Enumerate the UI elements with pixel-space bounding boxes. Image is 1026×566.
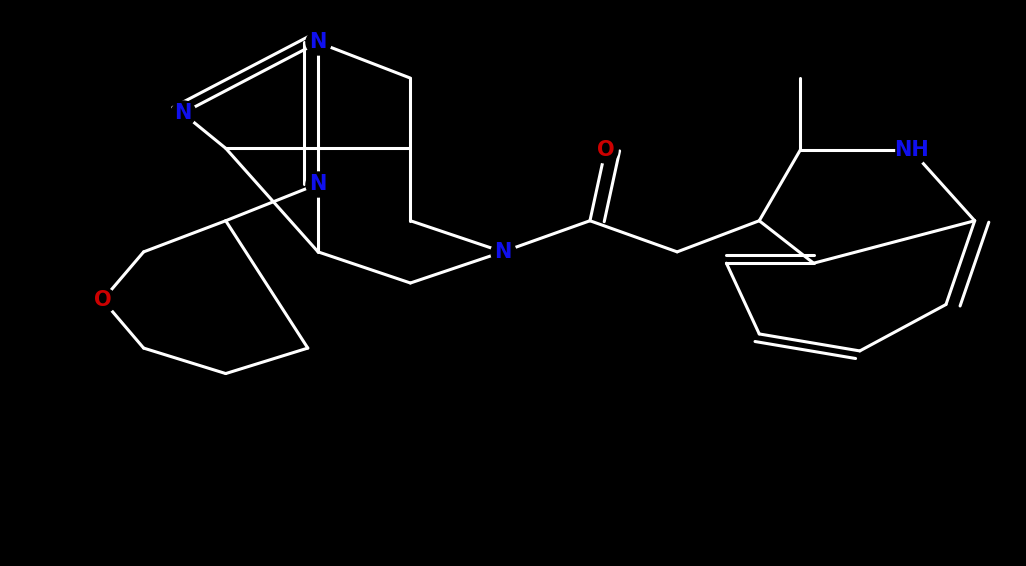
Text: O: O	[93, 290, 112, 310]
Text: NH: NH	[894, 140, 929, 160]
Text: N: N	[495, 242, 511, 262]
Text: N: N	[310, 174, 326, 194]
Text: O: O	[596, 140, 615, 160]
Text: N: N	[174, 103, 191, 123]
Text: N: N	[310, 32, 326, 53]
